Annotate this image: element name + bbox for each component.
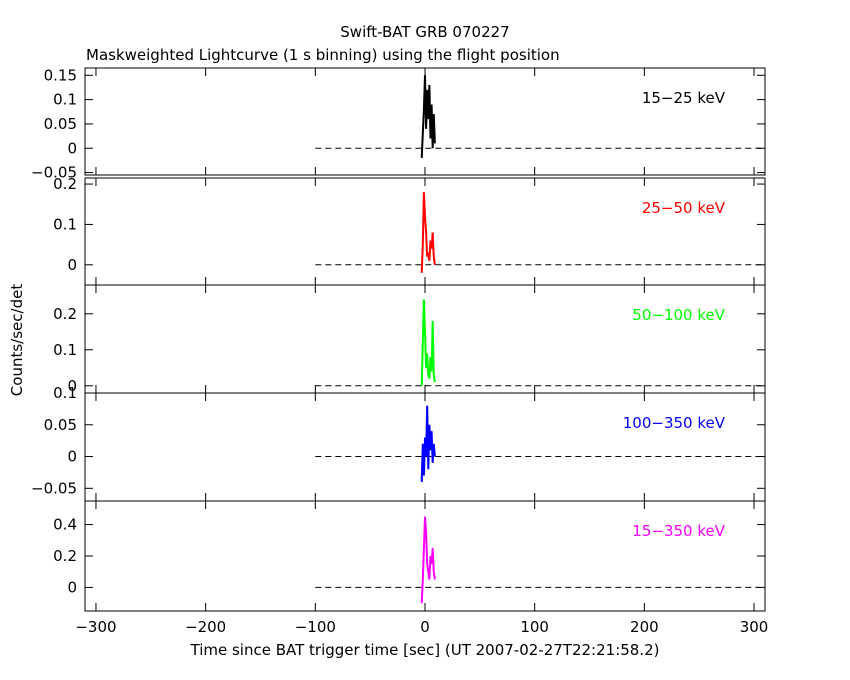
x-axis-label: Time since BAT trigger time [sec] (UT 20… xyxy=(190,641,660,659)
y-tick-label-4-1: 0.2 xyxy=(53,547,77,565)
y-tick-label-2-2: 0.2 xyxy=(53,305,77,323)
y-tick-label-3-3: 0.1 xyxy=(53,384,77,402)
y-tick-label-1-2: 0.2 xyxy=(53,175,77,193)
series-line-4 xyxy=(420,516,436,604)
y-tick-label-3-2: 0.05 xyxy=(44,416,77,434)
x-tick-label-5: 200 xyxy=(630,618,659,636)
x-tick-label-2: −100 xyxy=(295,618,336,636)
y-tick-label-1-1: 0.1 xyxy=(53,215,77,233)
series-line-3 xyxy=(420,405,436,482)
series-line-2 xyxy=(420,299,436,386)
y-tick-label-3-1: 0 xyxy=(67,448,77,466)
chart-subtitle: Maskweighted Lightcurve (1 s binning) us… xyxy=(86,46,560,64)
y-tick-label-0-2: 0.05 xyxy=(44,115,77,133)
y-tick-label-4-2: 0.4 xyxy=(53,516,77,534)
y-tick-label-1-0: 0 xyxy=(67,256,77,274)
y-tick-label-0-4: 0.15 xyxy=(44,66,77,84)
series-line-1 xyxy=(420,192,436,273)
series-label-0: 15−25 keV xyxy=(642,89,726,107)
y-tick-label-0-0: −0.05 xyxy=(31,164,77,182)
panel-frame-1 xyxy=(84,177,766,286)
y-tick-label-3-0: −0.05 xyxy=(31,479,77,497)
y-tick-label-4-0: 0 xyxy=(67,578,77,596)
x-tick-label-3: 0 xyxy=(420,618,430,636)
series-label-1: 25−50 keV xyxy=(642,199,726,217)
y-tick-label-0-1: 0 xyxy=(67,139,77,157)
y-tick-label-2-1: 0.1 xyxy=(53,341,77,359)
series-line-0 xyxy=(420,75,436,159)
series-label-3: 100−350 keV xyxy=(623,414,726,432)
y-tick-label-2-0: 0 xyxy=(67,377,77,395)
y-tick-label-0-3: 0.1 xyxy=(53,91,77,109)
x-tick-label-4: 100 xyxy=(520,618,549,636)
y-axis-label: Counts/sec/det xyxy=(8,284,26,397)
chart-title: Swift-BAT GRB 070227 xyxy=(340,23,509,41)
series-label-4: 15−350 keV xyxy=(632,522,725,540)
x-tick-label-1: −200 xyxy=(185,618,226,636)
x-tick-label-0: −300 xyxy=(75,618,116,636)
x-tick-label-6: 300 xyxy=(740,618,769,636)
series-label-2: 50−100 keV xyxy=(632,306,725,324)
